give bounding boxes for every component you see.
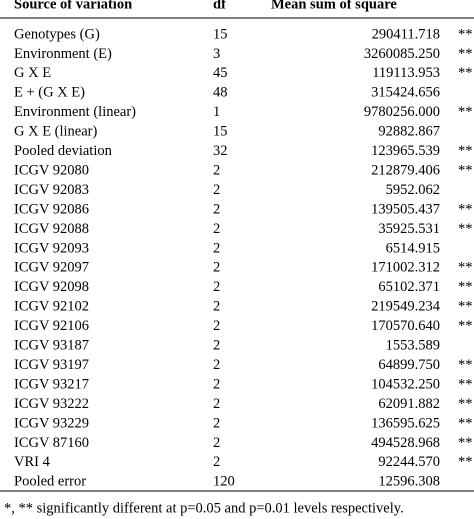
df-cell: 2 (213, 182, 220, 198)
significance-cell: ** (458, 415, 473, 431)
df-cell: 32 (213, 143, 228, 159)
mean-cell: 123965.539 (371, 143, 440, 159)
mean-cell: 119113.953 (372, 65, 440, 81)
df-cell: 2 (213, 435, 220, 451)
df-cell: 2 (213, 299, 220, 315)
significance-cell: ** (458, 376, 473, 392)
source-cell: ICGV 92098 (14, 279, 89, 295)
header-df: df (213, 0, 226, 12)
df-cell: 120 (213, 474, 235, 490)
source-cell: G X E (linear) (14, 124, 98, 140)
source-cell: ICGV 92093 (14, 240, 89, 256)
mean-cell: 3260085.250 (364, 46, 440, 62)
significance-cell: ** (458, 299, 473, 315)
source-cell: ICGV 93187 (14, 338, 89, 354)
mean-cell: 290411.718 (372, 26, 440, 42)
significance-cell: ** (458, 26, 473, 42)
source-cell: Pooled deviation (14, 143, 113, 159)
df-cell: 48 (213, 85, 228, 101)
source-cell: ICGV 93229 (14, 415, 89, 431)
significance-cell: ** (458, 396, 473, 412)
source-cell: E + (G X E) (14, 85, 85, 101)
significance-cell: ** (458, 162, 473, 178)
source-cell: Environment (linear) (14, 104, 136, 120)
mean-cell: 65102.371 (378, 279, 440, 295)
significance-cell: ** (458, 357, 473, 373)
significance-cell: ** (458, 65, 473, 81)
df-cell: 2 (213, 240, 220, 256)
significance-cell: ** (458, 143, 473, 159)
source-cell: ICGV 92086 (14, 201, 89, 217)
mean-cell: 92244.570 (378, 454, 440, 470)
df-cell: 2 (213, 357, 220, 373)
df-cell: 15 (213, 26, 228, 42)
mean-cell: 64899.750 (378, 357, 440, 373)
df-cell: 2 (213, 201, 220, 217)
source-cell: ICGV 92102 (14, 299, 89, 315)
significance-cell: ** (458, 279, 473, 295)
df-cell: 2 (213, 396, 220, 412)
mean-cell: 219549.234 (371, 299, 441, 315)
mean-cell: 104532.250 (371, 376, 440, 392)
source-cell: ICGV 92106 (14, 318, 89, 334)
mean-cell: 1553.589 (386, 338, 440, 354)
source-cell: Environment (E) (14, 46, 112, 62)
source-cell: VRI 4 (14, 454, 51, 470)
source-cell: ICGV 87160 (14, 435, 89, 451)
footnote: *, ** significantly different at p=0.05 … (4, 500, 404, 516)
source-cell: Pooled error (14, 474, 86, 490)
mean-cell: 62091.882 (378, 396, 440, 412)
mean-cell: 5952.062 (386, 182, 440, 198)
mean-cell: 6514.915 (386, 240, 440, 256)
df-cell: 2 (213, 454, 220, 470)
header-mean: Mean sum of square (271, 0, 397, 12)
df-cell: 45 (213, 65, 228, 81)
df-cell: 3 (213, 46, 220, 62)
df-cell: 2 (213, 162, 220, 178)
df-cell: 2 (213, 338, 220, 354)
mean-cell: 170570.640 (371, 318, 440, 334)
mean-cell: 12596.308 (378, 474, 440, 490)
significance-cell: ** (458, 318, 473, 334)
mean-cell: 9780256.000 (364, 104, 440, 120)
significance-cell: ** (458, 46, 473, 62)
df-cell: 2 (213, 415, 220, 431)
df-cell: 2 (213, 279, 220, 295)
source-cell: G X E (14, 65, 51, 81)
source-cell: ICGV 92097 (14, 260, 89, 276)
significance-cell: ** (458, 454, 473, 470)
source-cell: ICGV 93222 (14, 396, 89, 412)
significance-cell: ** (458, 221, 473, 237)
df-cell: 15 (213, 124, 228, 140)
source-cell: ICGV 93197 (14, 357, 89, 373)
significance-cell: ** (458, 201, 473, 217)
mean-cell: 212879.406 (371, 162, 440, 178)
mean-cell: 92882.867 (378, 124, 440, 140)
significance-cell: ** (458, 260, 473, 276)
significance-cell: ** (458, 104, 473, 120)
df-cell: 2 (213, 318, 220, 334)
mean-cell: 35925.531 (378, 221, 440, 237)
mean-cell: 315424.656 (371, 85, 440, 101)
source-cell: ICGV 92080 (14, 162, 89, 178)
source-cell: ICGV 93217 (14, 376, 89, 392)
mean-cell: 171002.312 (371, 260, 440, 276)
source-cell: Genotypes (G) (14, 26, 100, 42)
mean-cell: 136595.625 (371, 415, 440, 431)
df-cell: 2 (213, 376, 220, 392)
header-source: Source of variation (14, 0, 132, 12)
df-cell: 2 (213, 221, 220, 237)
df-cell: 1 (213, 104, 220, 120)
source-cell: ICGV 92083 (14, 182, 89, 198)
source-cell: ICGV 92088 (14, 221, 89, 237)
mean-cell: 494528.968 (371, 435, 440, 451)
df-cell: 2 (213, 260, 220, 276)
mean-cell: 139505.437 (371, 201, 440, 217)
significance-cell: ** (458, 435, 473, 451)
